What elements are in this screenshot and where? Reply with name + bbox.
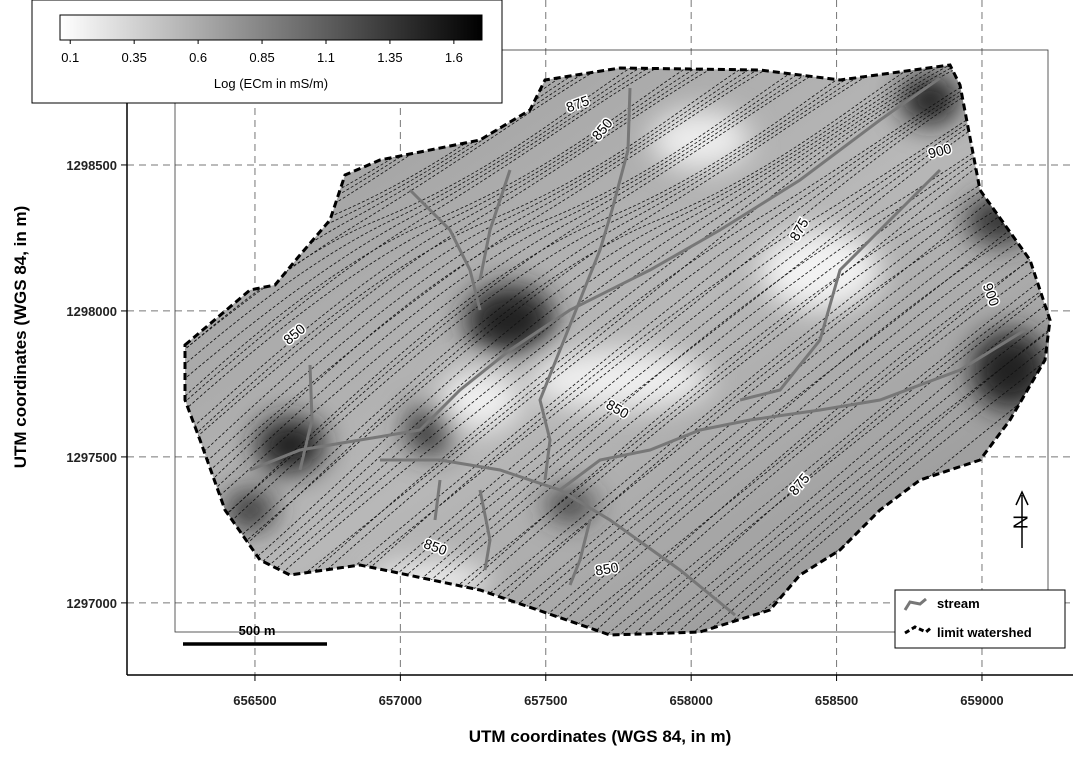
colorbar-tick-label: 1.35: [377, 50, 402, 65]
x-tick-label: 657000: [379, 693, 422, 708]
legend-label: stream: [937, 596, 980, 611]
scale-bar: 500 m: [183, 623, 327, 646]
watershed-limit: [183, 63, 1052, 637]
scale-label: 500 m: [239, 623, 276, 638]
x-tick-label: 657500: [524, 693, 567, 708]
legend-swatch-stream: [903, 597, 927, 611]
y-tick-label: 1298500: [66, 158, 117, 173]
legend-swatch-limit: [904, 625, 933, 635]
x-axis-title: UTM coordinates (WGS 84, in m): [469, 727, 732, 746]
legend-label: limit watershed: [937, 625, 1032, 640]
north-arrow: N: [1010, 490, 1032, 548]
colorbar-tick-label: 0.35: [122, 50, 147, 65]
colorbar: [59, 14, 483, 41]
colorbar-tick-label: 1.6: [445, 50, 463, 65]
x-tick-label: 658500: [815, 693, 858, 708]
colorbar-tick-label: 0.85: [249, 50, 274, 65]
x-tick-label: 659000: [960, 693, 1003, 708]
y-tick-label: 1297500: [66, 450, 117, 465]
contour-label: 850: [594, 559, 620, 579]
y-tick-label: 1297000: [66, 596, 117, 611]
y-axis-title: UTM coordinates (WGS 84, in m): [11, 206, 30, 469]
x-tick-label: 656500: [233, 693, 276, 708]
legend: stream limit watershed: [894, 589, 1066, 649]
y-tick-label: 1298000: [66, 304, 117, 319]
colorbar-tick-label: 1.1: [317, 50, 335, 65]
colorbar-tick-label: 0.6: [189, 50, 207, 65]
conductivity-surface: [185, 65, 1050, 635]
colorbar-tick-label: 0.1: [61, 50, 79, 65]
colorbar-label: Log (ECm in mS/m): [214, 76, 328, 91]
x-tick-label: 658000: [669, 693, 712, 708]
north-label: N: [1010, 515, 1032, 529]
colorbar-panel: 0.1 0.35 0.6 0.85 1.1 1.35 1.6 Log (ECm in mS/…: [31, 0, 503, 104]
